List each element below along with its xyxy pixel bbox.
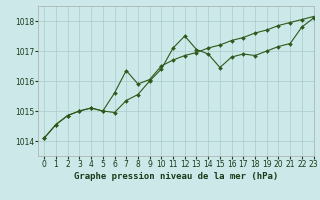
X-axis label: Graphe pression niveau de la mer (hPa): Graphe pression niveau de la mer (hPa) (74, 172, 278, 181)
